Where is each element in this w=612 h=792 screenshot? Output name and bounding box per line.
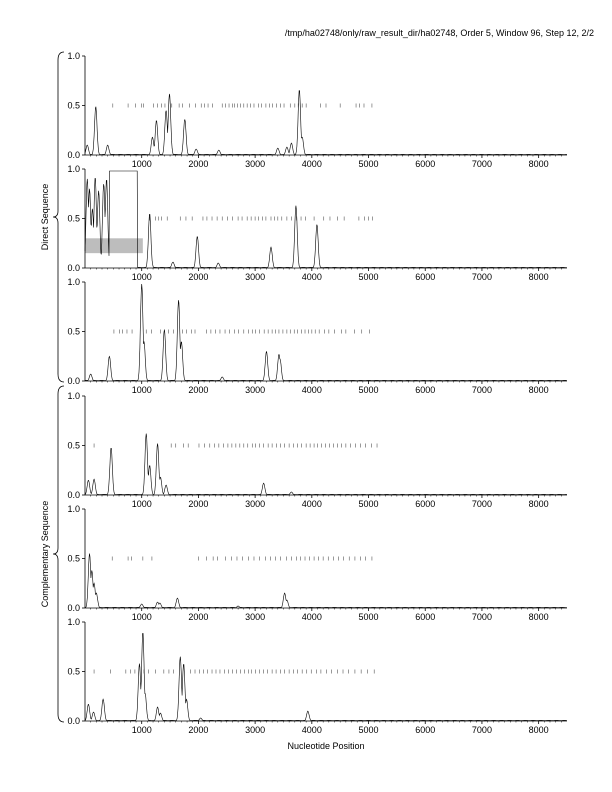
y-tick-label: 0.0 xyxy=(67,376,80,386)
x-tick-label: 3000 xyxy=(245,725,265,735)
x-tick-label: 1000 xyxy=(132,725,152,735)
x-tick-label: 8000 xyxy=(529,725,549,735)
x-tick-label: 6000 xyxy=(415,612,435,622)
x-tick-label: 6000 xyxy=(415,385,435,395)
y-tick-label: 0.5 xyxy=(67,554,80,564)
x-tick-label: 8000 xyxy=(529,612,549,622)
x-tick-label: 5000 xyxy=(359,159,379,169)
x-tick-label: 6000 xyxy=(415,272,435,282)
x-axis-label: Nucleotide Position xyxy=(287,741,364,751)
y-tick-label: 0.0 xyxy=(67,603,80,613)
y-tick-label: 0.5 xyxy=(67,327,80,337)
y-tick-label: 0.5 xyxy=(67,441,80,451)
x-tick-label: 7000 xyxy=(472,612,492,622)
signal-trace xyxy=(85,283,567,381)
x-tick-label: 3000 xyxy=(245,385,265,395)
x-tick-label: 7000 xyxy=(472,499,492,509)
y-tick-label: 1.0 xyxy=(67,51,80,61)
y-tick-label: 0.5 xyxy=(67,667,80,677)
panel-3: 0.0 0.5 1.0 1000 2000 3000 4000 5000 6000 7000 800… xyxy=(67,277,567,395)
figure-header: /tmp/ha02748/only/raw_result_dir/ha02748… xyxy=(284,28,594,38)
x-tick-label: 6000 xyxy=(415,159,435,169)
y-tick-label: 1.0 xyxy=(67,164,80,174)
x-tick-label: 3000 xyxy=(245,159,265,169)
x-tick-label: 3000 xyxy=(245,612,265,622)
y-tick-label: 1.0 xyxy=(67,391,80,401)
panel-4: 0.0 0.5 1.0 1000 2000 3000 4000 5000 6000 7000 800… xyxy=(67,391,567,509)
x-tick-label: 8000 xyxy=(529,385,549,395)
x-tick-label: 1000 xyxy=(132,159,152,169)
signal-trace xyxy=(84,633,567,721)
x-tick-label: 6000 xyxy=(415,725,435,735)
y-tick-label: 0.0 xyxy=(67,716,80,726)
sequence-group-brackets: Direct Sequence Complementary Sequence xyxy=(40,51,65,723)
x-tick-label: 2000 xyxy=(188,159,208,169)
x-tick-label: 2000 xyxy=(188,612,208,622)
x-tick-label: 1000 xyxy=(132,612,152,622)
x-tick-label: 4000 xyxy=(302,612,322,622)
x-tick-label: 7000 xyxy=(472,385,492,395)
x-tick-label: 8000 xyxy=(529,499,549,509)
y-tick-label: 1.0 xyxy=(67,277,80,287)
group-bracket xyxy=(52,385,65,723)
x-tick-label: 1000 xyxy=(132,385,152,395)
x-tick-label: 3000 xyxy=(245,499,265,509)
x-tick-label: 4000 xyxy=(302,159,322,169)
x-tick-label: 5000 xyxy=(359,725,379,735)
panel-2: 0.0 0.5 1.0 1000 2000 3000 4000 5000 6000 7000 800… xyxy=(67,164,567,282)
y-tick-label: 0.5 xyxy=(67,214,80,224)
x-tick-label: 5000 xyxy=(359,272,379,282)
group-label: Complementary Sequence xyxy=(40,501,50,608)
y-tick-label: 0.0 xyxy=(67,150,80,160)
x-tick-label: 1000 xyxy=(132,272,152,282)
signal-trace xyxy=(85,553,567,608)
x-tick-label: 2000 xyxy=(188,725,208,735)
y-tick-label: 1.0 xyxy=(67,504,80,514)
panel-1: 0.0 0.5 1.0 1000 2000 3000 4000 5000 6000 7000 800… xyxy=(67,51,567,169)
x-tick-label: 1000 xyxy=(132,499,152,509)
x-tick-label: 2000 xyxy=(188,499,208,509)
y-tick-label: 1.0 xyxy=(67,617,80,627)
x-tick-label: 2000 xyxy=(188,272,208,282)
x-tick-label: 8000 xyxy=(529,272,549,282)
highlight-region xyxy=(85,238,143,254)
x-tick-label: 4000 xyxy=(302,499,322,509)
x-tick-label: 8000 xyxy=(529,159,549,169)
signal-trace xyxy=(84,90,567,155)
x-tick-label: 4000 xyxy=(302,725,322,735)
x-tick-label: 5000 xyxy=(359,612,379,622)
y-tick-label: 0.0 xyxy=(67,490,80,500)
signal-trace xyxy=(84,433,567,495)
x-tick-label: 6000 xyxy=(415,499,435,509)
panel-5: 0.0 0.5 1.0 1000 2000 3000 4000 5000 6000 7000 800… xyxy=(67,504,567,622)
x-tick-label: 4000 xyxy=(302,385,322,395)
x-tick-label: 4000 xyxy=(302,272,322,282)
x-tick-label: 5000 xyxy=(359,499,379,509)
group-bracket xyxy=(52,51,65,383)
x-tick-label: 2000 xyxy=(188,385,208,395)
x-tick-label: 7000 xyxy=(472,159,492,169)
x-tick-label: 3000 xyxy=(245,272,265,282)
signal-trace xyxy=(84,170,567,268)
chart-panels: 0.0 0.5 1.0 1000 2000 3000 4000 5000 6000 7000 800… xyxy=(67,51,567,735)
x-tick-label: 7000 xyxy=(472,272,492,282)
x-tick-label: 5000 xyxy=(359,385,379,395)
group-label: Direct Sequence xyxy=(40,184,50,251)
x-tick-label: 7000 xyxy=(472,725,492,735)
y-tick-label: 0.5 xyxy=(67,101,80,111)
y-tick-label: 0.0 xyxy=(67,263,80,273)
panel-6: 0.0 0.5 1.0 1000 2000 3000 4000 5000 6000 7000 800… xyxy=(67,617,567,735)
